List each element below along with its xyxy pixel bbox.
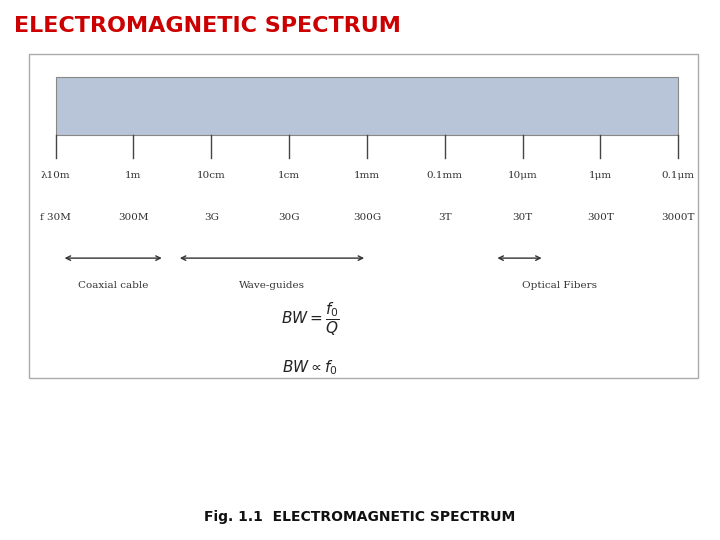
Text: $BW \propto f_0$: $BW \propto f_0$ xyxy=(282,359,338,377)
Text: 1μm: 1μm xyxy=(589,171,612,180)
Text: 3T: 3T xyxy=(438,213,451,222)
Text: Coaxial cable: Coaxial cable xyxy=(78,281,148,290)
Text: 300G: 300G xyxy=(353,213,381,222)
Text: Fig. 1.1  ELECTROMAGNETIC SPECTRUM: Fig. 1.1 ELECTROMAGNETIC SPECTRUM xyxy=(204,510,516,524)
Text: 0.1μm: 0.1μm xyxy=(662,171,695,180)
Text: $BW = \dfrac{f_0}{Q}$: $BW = \dfrac{f_0}{Q}$ xyxy=(281,300,339,338)
Text: 300T: 300T xyxy=(587,213,614,222)
Text: 1m: 1m xyxy=(125,171,142,180)
Text: ELECTROMAGNETIC SPECTRUM: ELECTROMAGNETIC SPECTRUM xyxy=(14,16,401,36)
Text: 30G: 30G xyxy=(279,213,300,222)
Bar xyxy=(55,77,678,135)
Text: 10cm: 10cm xyxy=(197,171,225,180)
Text: 1cm: 1cm xyxy=(278,171,300,180)
Text: 1mm: 1mm xyxy=(354,171,380,180)
Text: Wave-guides: Wave-guides xyxy=(239,281,305,290)
Text: Optical Fibers: Optical Fibers xyxy=(522,281,597,290)
Text: 300M: 300M xyxy=(118,213,148,222)
Text: 0.1mm: 0.1mm xyxy=(427,171,463,180)
Text: 10μm: 10μm xyxy=(508,171,538,180)
Text: 3000T: 3000T xyxy=(662,213,695,222)
Text: 3G: 3G xyxy=(204,213,219,222)
Text: λ10m: λ10m xyxy=(41,171,71,180)
Text: f 30M: f 30M xyxy=(40,213,71,222)
Text: 30T: 30T xyxy=(513,213,533,222)
